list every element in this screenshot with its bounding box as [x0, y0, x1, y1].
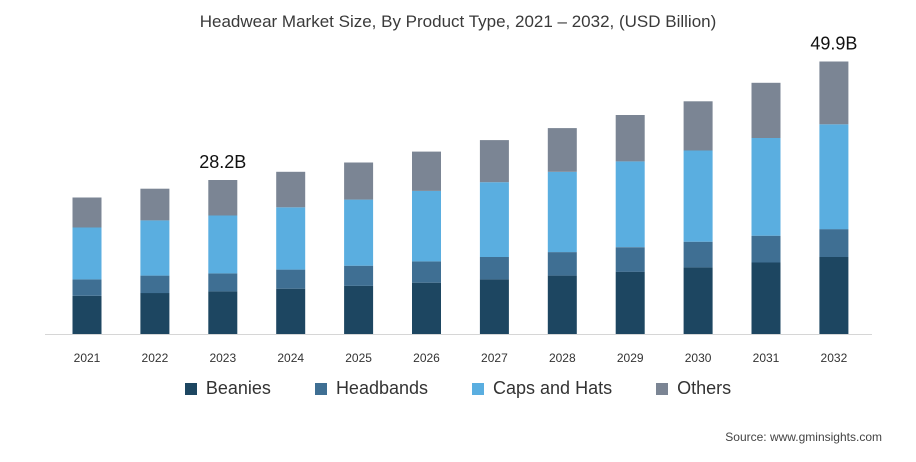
bar-others-2026 — [412, 151, 441, 191]
bar-headbands-2023 — [208, 273, 238, 292]
bar-others-2031 — [751, 82, 781, 138]
bar-others-2023 — [208, 180, 238, 216]
bar-beanies-2031 — [751, 262, 781, 334]
bar-caps-and-hats-2028 — [547, 171, 577, 253]
bar-caps-and-hats-2021 — [72, 227, 102, 280]
x-tick-label-2030: 2030 — [685, 351, 712, 365]
bar-caps-and-hats-2030 — [683, 150, 713, 242]
bar-beanies-2030 — [683, 267, 713, 334]
bar-beanies-2025 — [344, 285, 374, 334]
bar-others-2024 — [276, 171, 306, 208]
bar-caps-and-hats-2024 — [276, 207, 306, 270]
bar-caps-and-hats-2027 — [479, 182, 509, 257]
x-tick-label-2022: 2022 — [142, 351, 169, 365]
x-tick-label-2028: 2028 — [549, 351, 576, 365]
bar-headbands-2022 — [140, 275, 170, 294]
legend-swatch-others — [656, 382, 669, 395]
chart-legend: Beanies Headbands Caps and Hats Others — [0, 378, 916, 399]
data-label-2023: 28.2B — [199, 152, 246, 172]
bar-headbands-2027 — [479, 257, 509, 280]
bar-others-2029 — [615, 115, 645, 162]
bar-beanies-2026 — [412, 282, 441, 334]
bar-caps-and-hats-2032 — [819, 124, 849, 230]
bar-headbands-2028 — [547, 252, 577, 276]
x-tick-label-2032: 2032 — [821, 351, 848, 365]
legend-item-headbands: Headbands — [314, 378, 429, 399]
bar-others-2022 — [140, 188, 170, 221]
chart-plot-area: 2021 2022 2023 2024 2025 2026 2027 2028 2029 2030… — [45, 34, 872, 365]
legend-label-others: Others — [677, 378, 732, 398]
bar-caps-and-hats-2026 — [412, 190, 441, 262]
x-tick-label-2025: 2025 — [345, 351, 372, 365]
bar-caps-and-hats-2023 — [208, 215, 238, 274]
bar-others-2030 — [683, 101, 713, 151]
bar-caps-and-hats-2022 — [140, 220, 170, 276]
bar-headbands-2026 — [412, 261, 441, 283]
x-tick-label-2021: 2021 — [74, 351, 101, 365]
x-tick-label-2024: 2024 — [277, 351, 304, 365]
x-tick-label-2023: 2023 — [209, 351, 236, 365]
bar-others-2027 — [479, 140, 509, 183]
legend-label-headbands: Headbands — [335, 378, 429, 398]
bar-others-2028 — [547, 128, 577, 172]
bar-headbands-2029 — [615, 247, 645, 272]
legend-swatch-headbands — [314, 382, 327, 395]
bar-caps-and-hats-2029 — [615, 161, 645, 248]
bar-beanies-2024 — [276, 288, 306, 334]
legend-swatch-caps-and-hats — [472, 382, 485, 395]
bar-beanies-2022 — [140, 293, 170, 334]
legend-item-beanies: Beanies — [184, 378, 271, 399]
bar-caps-and-hats-2031 — [751, 137, 781, 236]
bar-beanies-2023 — [208, 291, 238, 334]
bar-headbands-2031 — [751, 235, 781, 263]
bar-beanies-2028 — [547, 275, 577, 334]
bar-beanies-2032 — [819, 257, 849, 334]
x-tick-label-2029: 2029 — [617, 351, 644, 365]
bar-headbands-2032 — [819, 229, 849, 257]
bar-others-2032 — [819, 61, 849, 125]
bar-beanies-2021 — [72, 295, 102, 334]
bar-headbands-2021 — [72, 279, 102, 296]
legend-label-caps-and-hats: Caps and Hats — [493, 378, 613, 398]
legend-item-others: Others — [656, 378, 731, 399]
bar-headbands-2024 — [276, 269, 306, 289]
bar-others-2021 — [72, 197, 102, 228]
x-tick-label-2026: 2026 — [413, 351, 440, 365]
legend-swatch-beanies — [184, 382, 197, 395]
bar-beanies-2027 — [479, 279, 509, 334]
x-tick-label-2027: 2027 — [481, 351, 508, 365]
bar-headbands-2030 — [683, 241, 713, 268]
chart-title: Headwear Market Size, By Product Type, 2… — [199, 12, 717, 31]
data-label-2032: 49.9B — [810, 34, 857, 54]
x-tick-label-2031: 2031 — [753, 351, 780, 365]
bar-caps-and-hats-2025 — [344, 199, 374, 266]
bar-headbands-2025 — [344, 265, 374, 286]
bar-others-2025 — [344, 162, 374, 200]
bar-beanies-2029 — [615, 271, 645, 334]
legend-item-caps-and-hats: Caps and Hats — [472, 378, 612, 399]
source-credit: Source: www.gminsights.com — [725, 430, 882, 444]
legend-label-beanies: Beanies — [205, 378, 271, 398]
